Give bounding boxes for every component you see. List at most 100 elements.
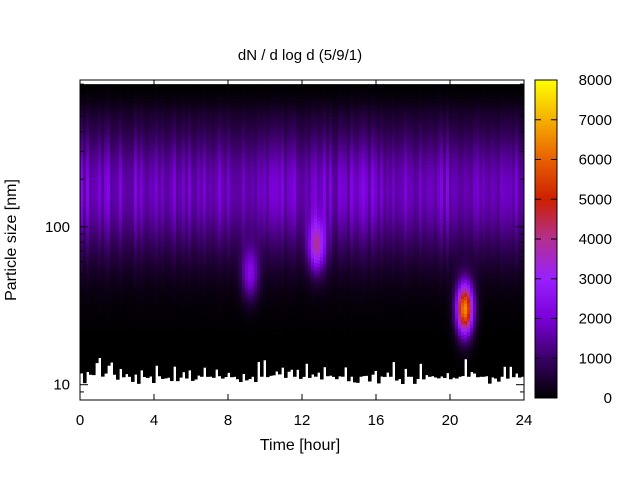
heatmap-cell	[227, 188, 231, 193]
heatmap-cell	[224, 347, 228, 352]
heatmap-cell	[224, 120, 228, 125]
heatmap-cell	[161, 374, 165, 379]
heatmap-cell	[182, 314, 186, 319]
heatmap-cell	[104, 170, 108, 176]
heatmap-cell	[254, 225, 258, 230]
heatmap-cell	[209, 365, 213, 370]
heatmap-cell	[131, 102, 135, 108]
heatmap-cell	[251, 365, 255, 370]
heatmap-cell	[185, 271, 189, 276]
heatmap-cell	[245, 365, 249, 370]
heatmap-cell	[161, 286, 165, 291]
heatmap-cell	[200, 248, 204, 253]
heatmap-cell	[119, 236, 123, 242]
heatmap-cell	[242, 152, 246, 158]
heatmap-cell	[128, 270, 132, 275]
heatmap-cell	[164, 267, 168, 272]
heatmap-cell	[119, 229, 123, 234]
heatmap-cell	[200, 295, 204, 301]
heatmap-cell	[179, 267, 183, 272]
heatmap-cell	[125, 221, 129, 226]
heatmap-cell	[146, 373, 150, 378]
heatmap-cell	[113, 294, 117, 299]
heatmap-cell	[104, 156, 108, 161]
heatmap-cell	[182, 231, 186, 236]
heatmap-cell	[200, 160, 204, 166]
heatmap-cell	[215, 119, 219, 124]
heatmap-cell	[101, 262, 105, 268]
heatmap-cell	[161, 135, 165, 140]
heatmap-cell	[110, 344, 114, 349]
heatmap-cell	[203, 349, 207, 354]
heatmap-cell	[143, 332, 147, 337]
heatmap-cell	[140, 251, 144, 257]
heatmap-cell	[206, 197, 210, 202]
heatmap-cell	[248, 290, 252, 295]
heatmap-cell	[188, 201, 192, 207]
heatmap-cell	[224, 314, 228, 319]
heatmap-cell	[182, 127, 186, 132]
heatmap-cell	[245, 243, 249, 248]
heatmap-cell	[242, 102, 246, 107]
heatmap-cell	[167, 351, 171, 356]
heatmap-cell	[182, 102, 186, 107]
heatmap-cell	[98, 309, 102, 314]
heatmap-cell	[245, 161, 249, 167]
heatmap-cell	[131, 203, 135, 208]
heatmap-cell	[161, 290, 165, 295]
heatmap-cell	[137, 218, 141, 224]
heatmap-cell	[206, 295, 210, 301]
heatmap-cell	[107, 358, 111, 363]
heatmap-cell	[161, 102, 165, 107]
heatmap-cell	[188, 251, 192, 257]
heatmap-cell	[125, 297, 129, 302]
heatmap-cell	[80, 116, 84, 121]
heatmap-cell	[134, 341, 138, 346]
heatmap-cell	[140, 148, 144, 153]
heatmap-cell	[152, 367, 156, 372]
heatmap-cell	[101, 171, 105, 176]
heatmap-cell	[119, 254, 123, 259]
heatmap-cell	[164, 275, 168, 280]
heatmap-cell	[215, 365, 219, 370]
heatmap-cell	[95, 136, 99, 141]
heatmap-cell	[137, 267, 141, 272]
heatmap-cell	[101, 339, 105, 344]
heatmap-cell	[239, 288, 243, 293]
heatmap-cell	[158, 186, 162, 191]
heatmap-cell	[188, 312, 192, 317]
heatmap-cell	[230, 340, 234, 345]
heatmap-cell	[236, 143, 240, 148]
heatmap-cell	[143, 241, 147, 246]
heatmap-cell	[143, 270, 147, 275]
heatmap-cell	[221, 109, 225, 115]
heatmap-cell	[206, 160, 210, 166]
heatmap-cell	[152, 210, 156, 216]
heatmap-cell	[113, 334, 117, 339]
heatmap-cell	[98, 97, 102, 102]
heatmap-cell	[179, 208, 183, 213]
heatmap-cell	[212, 135, 216, 140]
heatmap-cell	[161, 264, 165, 269]
heatmap-cell	[146, 358, 150, 364]
heatmap-cell	[110, 205, 114, 210]
heatmap-cell	[107, 122, 111, 127]
heatmap-cell	[143, 87, 147, 93]
heatmap-cell	[164, 95, 168, 100]
heatmap-cell	[110, 268, 114, 273]
heatmap-cell	[212, 351, 216, 356]
heatmap-cell	[203, 144, 207, 149]
heatmap-cell	[266, 146, 270, 151]
heatmap-cell	[176, 169, 180, 174]
heatmap-cell	[212, 153, 216, 159]
heatmap-cell	[206, 171, 210, 177]
heatmap-cell	[200, 233, 204, 239]
heatmap-cell	[131, 147, 135, 152]
heatmap-cell	[113, 127, 117, 132]
heatmap-cell	[131, 195, 135, 200]
heatmap-cell	[260, 288, 264, 293]
heatmap-cell	[83, 252, 87, 257]
heatmap-cell	[200, 350, 204, 355]
heatmap-cell	[239, 266, 243, 271]
heatmap-cell	[140, 127, 144, 132]
